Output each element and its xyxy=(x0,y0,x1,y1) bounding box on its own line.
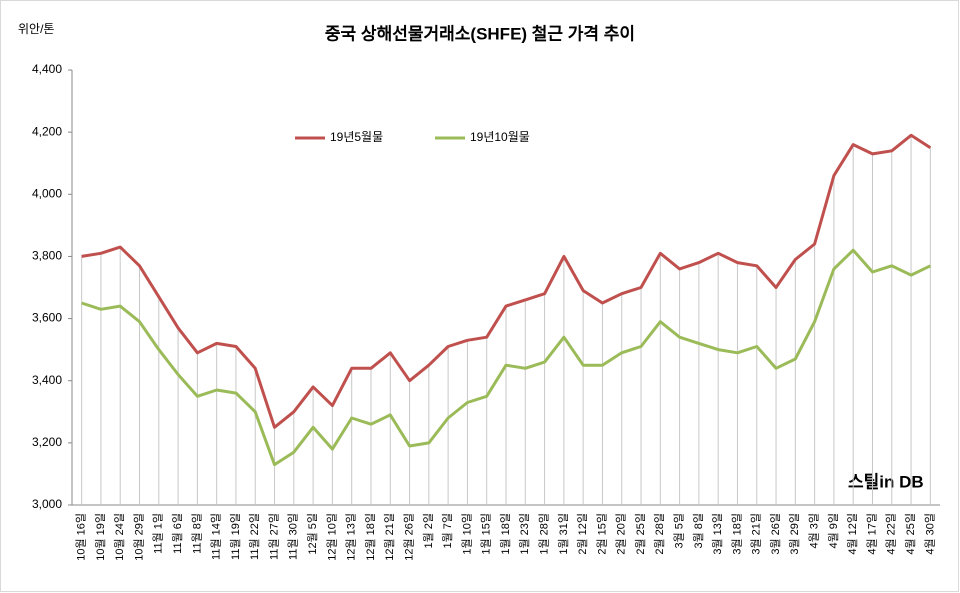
x-tick-label: 11월 22일 xyxy=(247,513,261,560)
x-tick-label: 3월 13일 xyxy=(710,513,724,555)
x-tick-label: 10월 19일 xyxy=(93,513,107,561)
chart-title: 중국 상해선물거래소(SHFE) 철근 가격 추이 xyxy=(325,24,635,43)
x-tick-label: 3월 18일 xyxy=(729,513,743,555)
x-tick-label: 1월 2일 xyxy=(421,513,435,549)
y-tick-label: 4,000 xyxy=(32,186,62,200)
y-tick-label: 3,200 xyxy=(32,435,62,449)
y-tick-label: 3,400 xyxy=(32,373,62,387)
x-tick-label: 11월 30일 xyxy=(286,513,300,560)
x-tick-label: 4월 22일 xyxy=(884,513,898,555)
x-tick-label: 12월 26일 xyxy=(401,513,415,561)
x-tick-label: 1월 10일 xyxy=(459,513,473,555)
x-tick-label: 11월 8일 xyxy=(189,513,203,554)
x-tick-label: 4월 30일 xyxy=(922,513,936,555)
x-tick-label: 3월 29일 xyxy=(787,513,801,555)
x-tick-label: 3월 8일 xyxy=(691,513,705,549)
x-tick-label: 12월 5일 xyxy=(305,513,319,555)
x-tick-label: 11월 19일 xyxy=(228,513,242,560)
series-line xyxy=(81,133,932,429)
x-tick-label: 10월 24일 xyxy=(112,513,126,561)
x-tick-label: 1월 23일 xyxy=(517,513,531,555)
x-tick-label: 11월 27일 xyxy=(266,513,280,560)
legend-label: 19년5월물 xyxy=(330,130,383,144)
x-tick-label: 4월 25일 xyxy=(903,513,917,555)
x-tick-label: 11월 1일 xyxy=(151,513,165,554)
y-axis-unit: 위안/톤 xyxy=(18,22,54,36)
x-tick-label: 1월 7일 xyxy=(440,513,454,549)
x-tick-label: 4월 12일 xyxy=(845,513,859,555)
y-tick-label: 4,200 xyxy=(32,124,62,138)
x-tick-label: 4월 17일 xyxy=(864,513,878,555)
x-tick-label: 2월 15일 xyxy=(594,513,608,555)
x-tick-label: 10월 16일 xyxy=(74,513,88,561)
x-tick-label: 12월 13일 xyxy=(344,513,358,561)
x-tick-label: 3월 26일 xyxy=(768,513,782,555)
x-tick-label: 2월 20일 xyxy=(614,513,628,555)
x-tick-label: 11월 14일 xyxy=(209,513,223,560)
legend-label: 19년10월물 xyxy=(470,130,530,144)
x-tick-label: 2월 25일 xyxy=(633,513,647,555)
watermark: 스틸in DB xyxy=(848,471,924,491)
x-tick-label: 1월 28일 xyxy=(536,513,550,555)
x-tick-label: 1월 15일 xyxy=(479,513,493,555)
x-tick-label: 12월 18일 xyxy=(363,513,377,561)
y-tick-label: 3,600 xyxy=(32,311,62,325)
x-tick-label: 1월 18일 xyxy=(498,513,512,555)
x-tick-label: 12월 10일 xyxy=(324,513,338,561)
x-tick-label: 4월 3일 xyxy=(807,513,821,549)
y-tick-label: 3,800 xyxy=(32,249,62,263)
x-tick-label: 4월 9일 xyxy=(826,513,840,549)
x-tick-label: 2월 12일 xyxy=(575,513,589,555)
series-line xyxy=(81,248,932,467)
x-tick-label: 10월 29일 xyxy=(131,513,145,561)
x-tick-label: 1월 31일 xyxy=(556,513,570,555)
x-tick-label: 12월 21일 xyxy=(382,513,396,561)
x-tick-label: 2월 28일 xyxy=(652,513,666,555)
x-tick-label: 11월 6일 xyxy=(170,513,184,554)
x-tick-label: 3월 21일 xyxy=(749,513,763,555)
y-tick-label: 4,400 xyxy=(32,62,62,76)
x-tick-label: 3월 5일 xyxy=(672,513,686,549)
y-tick-label: 3,000 xyxy=(32,497,62,511)
